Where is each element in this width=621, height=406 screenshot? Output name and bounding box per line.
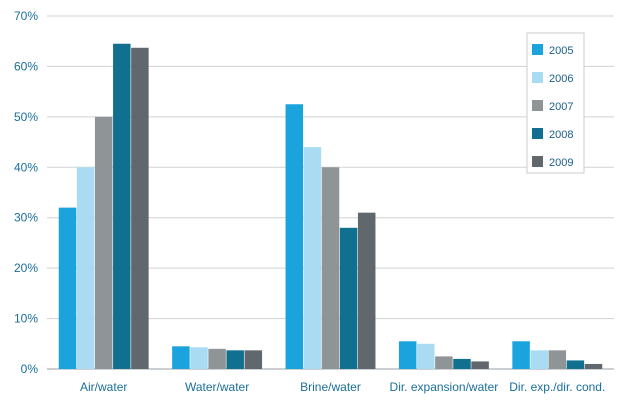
legend-swatch-2005 bbox=[532, 44, 543, 55]
bar-2008-5 bbox=[566, 360, 585, 369]
legend-swatch-2008 bbox=[532, 128, 543, 139]
x-tick-label: Brine/water bbox=[300, 380, 361, 394]
y-tick-label: 30% bbox=[14, 211, 38, 225]
bar-2006-4 bbox=[417, 343, 435, 369]
bar-2006-3 bbox=[303, 147, 322, 369]
legend-label: 2006 bbox=[549, 73, 573, 85]
bar-2009-3 bbox=[357, 212, 376, 369]
bar-2005-5 bbox=[512, 341, 530, 369]
y-tick-label: 60% bbox=[14, 59, 38, 73]
bar-2009-4 bbox=[471, 361, 489, 369]
bar-2007-5 bbox=[548, 350, 567, 369]
x-tick-label: Dir. exp./dir. cond. bbox=[509, 380, 605, 394]
bar-2005-4 bbox=[398, 341, 417, 369]
legend-label: 2005 bbox=[549, 45, 573, 57]
bar-2007-4 bbox=[435, 356, 453, 369]
x-tick-label: Air/water bbox=[80, 380, 127, 394]
bar-2009-5 bbox=[584, 363, 603, 369]
bar-2008-2 bbox=[226, 350, 244, 369]
y-tick-label: 0% bbox=[21, 362, 39, 376]
y-tick-label: 70% bbox=[14, 9, 38, 23]
bar-2005-3 bbox=[285, 104, 304, 369]
y-tick-label: 50% bbox=[14, 110, 38, 124]
bar-2006-2 bbox=[190, 347, 208, 369]
bar-2005-2 bbox=[172, 346, 190, 369]
legend-swatch-2007 bbox=[532, 100, 543, 111]
y-tick-label: 20% bbox=[14, 261, 38, 275]
bar-2006-5 bbox=[530, 350, 548, 369]
bar-2007-1 bbox=[94, 116, 113, 369]
legend-label: 2007 bbox=[549, 101, 573, 113]
bar-2007-3 bbox=[321, 167, 340, 369]
bar-2009-2 bbox=[244, 350, 263, 369]
y-tick-label: 40% bbox=[14, 160, 38, 174]
legend-swatch-2009 bbox=[532, 156, 543, 167]
y-tick-label: 10% bbox=[14, 312, 38, 326]
bar-2007-2 bbox=[208, 348, 226, 369]
x-tick-label: Dir. expansion/water bbox=[390, 380, 499, 394]
bar-2008-3 bbox=[339, 227, 358, 369]
bar-2005-1 bbox=[58, 207, 77, 369]
bar-2008-1 bbox=[113, 43, 131, 369]
legend-label: 2009 bbox=[549, 157, 573, 169]
legend-label: 2008 bbox=[549, 129, 573, 141]
bar-2006-1 bbox=[76, 167, 95, 369]
bar-2009-1 bbox=[131, 47, 149, 370]
x-tick-label: Water/water bbox=[185, 380, 249, 394]
legend-swatch-2006 bbox=[532, 72, 543, 83]
bar-2008-4 bbox=[453, 358, 471, 369]
